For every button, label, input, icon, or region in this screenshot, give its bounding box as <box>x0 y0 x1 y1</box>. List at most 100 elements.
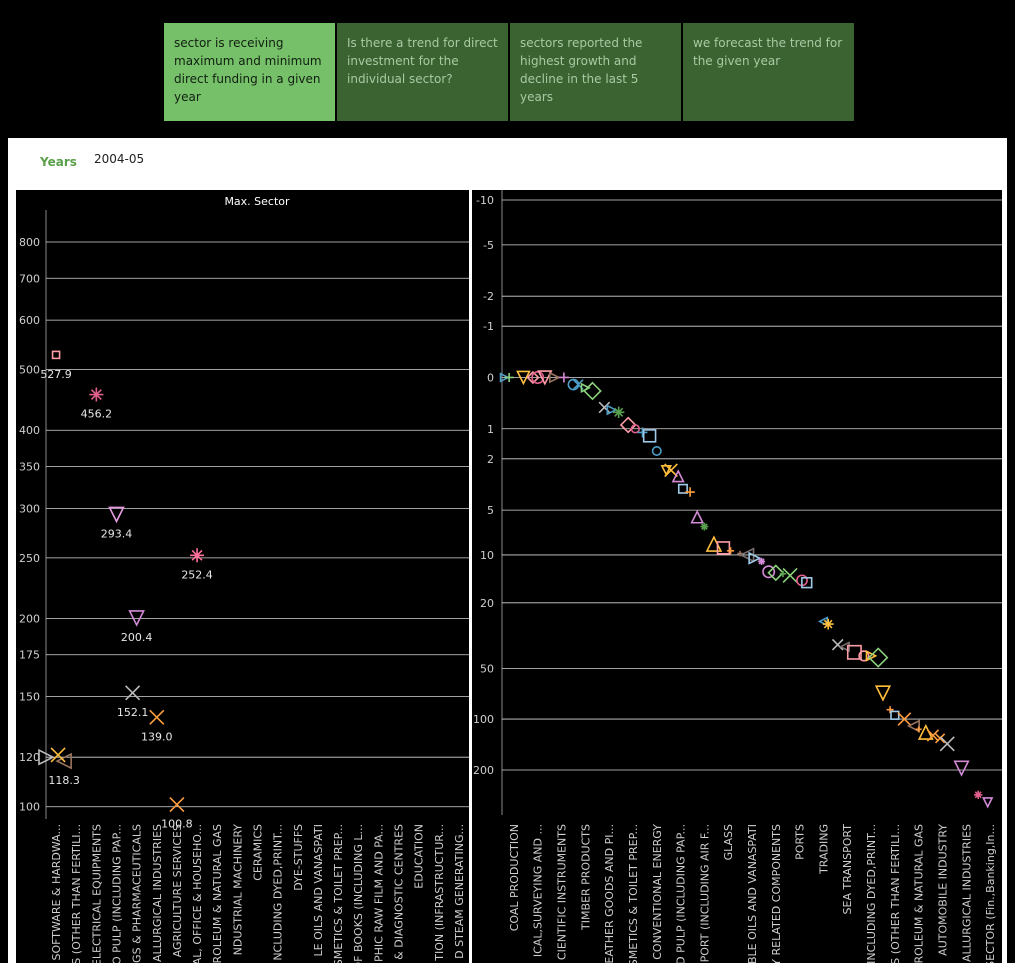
data-point <box>727 547 735 555</box>
max-sector-chart: Max. Sector 100 120 150 175 200 250 300 350 400 50… <box>16 190 469 963</box>
y-tick-label: 1 <box>487 423 494 436</box>
category-label: BLE OILS AND VANASPATI <box>746 824 759 963</box>
data-point <box>606 404 618 416</box>
category-label: ELECTRICAL EQUIPMENTS <box>90 824 103 963</box>
category-label: ICAL,SURVEYING AND ... <box>532 824 545 957</box>
data-point <box>831 638 844 651</box>
data-label: 200.4 <box>121 631 153 644</box>
category-label: PORTS <box>794 824 807 860</box>
category-label: GLASS <box>722 824 735 860</box>
category-label: DYE-STUFFS <box>292 824 305 891</box>
data-point <box>664 463 678 478</box>
category-label: TION (INFRASTRUCTUR... <box>433 824 446 962</box>
category-label: CIENTIFIC INSTRUMENTS <box>556 824 569 960</box>
data-point <box>499 372 511 383</box>
data-label: 293.4 <box>101 527 133 540</box>
category-label: PHIC RAW FILM AND PA... <box>372 824 385 962</box>
data-point <box>973 790 983 799</box>
category-label: S (OTHER THAN FERTILI... <box>889 824 902 963</box>
category-label: ALLURGICAL INDUSTRIES <box>960 824 973 962</box>
data-point <box>926 729 940 742</box>
y-tick-label: 2 <box>487 453 494 466</box>
y-tick-label: 600 <box>19 314 40 327</box>
data-point <box>612 406 625 418</box>
category-label: AL, OFFICE & HOUSEHO... <box>191 824 204 963</box>
data-point <box>660 465 672 477</box>
tab-forecast[interactable]: we forecast the trend for the given year <box>683 23 854 121</box>
y-tick-label: -5 <box>483 239 494 252</box>
category-label: SECTOR (Fin.,Banking,In... <box>984 824 997 963</box>
tab-growth-decline[interactable]: sectors reported the highest growth and … <box>510 23 681 121</box>
data-point <box>149 709 165 725</box>
y-tick-label: -1 <box>483 320 494 333</box>
years-filter-value[interactable]: 2004-05 <box>94 152 145 166</box>
data-point <box>874 685 892 702</box>
data-point <box>531 370 545 384</box>
years-filter-label: Years <box>40 155 77 169</box>
y-tick-label: 120 <box>19 751 40 764</box>
category-label: AUTOMOBILE INDUSTRY <box>936 824 949 956</box>
data-point <box>128 610 145 627</box>
data-point <box>779 570 787 578</box>
y-tick-label: 100 <box>19 801 40 814</box>
category-label: CERAMICS <box>252 824 265 881</box>
y-tick-label: 20 <box>480 597 494 610</box>
data-point <box>50 747 66 763</box>
category-label: COAL PRODUCTION <box>508 824 521 931</box>
category-label: CONVENTIONAL ENERGY <box>651 824 664 960</box>
data-point <box>685 487 695 497</box>
category-label: ROLEUM & NATURAL GAS <box>913 824 926 963</box>
data-point <box>677 483 688 494</box>
data-point <box>38 748 55 766</box>
data-point <box>838 641 850 653</box>
data-point <box>567 378 580 391</box>
y-tick-label: 100 <box>473 713 494 726</box>
y-tick-label: 400 <box>19 424 40 437</box>
y-tick-label: 175 <box>19 649 40 662</box>
data-point <box>906 719 920 733</box>
data-point <box>583 381 602 401</box>
data-label: 527.9 <box>40 368 72 381</box>
data-label: 118.3 <box>48 774 80 787</box>
data-point <box>762 565 776 579</box>
data-point <box>858 650 870 662</box>
data-point <box>55 752 72 770</box>
category-label: EDUCATION <box>413 824 426 889</box>
category-label: AGRICULTURE SERVICES <box>171 824 184 957</box>
category-label: EATHER GOODS AND PI... <box>603 824 616 963</box>
tab-max-min-funding[interactable]: sector is receiving maximum and minimum … <box>164 23 335 121</box>
category-label: & DIAGNOSTIC CENTRES <box>393 824 406 960</box>
data-point <box>619 416 637 434</box>
tab-investment-trend[interactable]: Is there a trend for direct investment f… <box>337 23 508 121</box>
data-label: 139.0 <box>141 730 173 743</box>
chart-title: Max. Sector <box>224 195 290 208</box>
data-point <box>671 469 685 483</box>
category-label: GS & PHARMACEUTICALS <box>131 824 144 963</box>
category-label: ALLURGICAL INDUSTRIES <box>151 824 164 962</box>
data-point <box>630 424 641 434</box>
data-point <box>886 706 894 714</box>
data-point <box>558 372 569 383</box>
data-point <box>504 372 514 382</box>
category-label: OF BOOKS (INCLUDING L... <box>352 824 365 963</box>
data-point <box>537 370 553 386</box>
y-tick-label: 300 <box>19 502 40 515</box>
y-tick-label: -2 <box>483 290 494 303</box>
data-point <box>637 427 648 438</box>
sector-trend-chart: -10 -5 -2 -1 0 1 2 5 10 20 50 100 200 COAL PRODUCTION… <box>472 190 1002 963</box>
category-label: LE OILS AND VANASPATI <box>312 824 325 956</box>
data-point <box>169 796 185 813</box>
category-label: S (OTHER THAN FERTILI... <box>70 824 83 963</box>
category-label: ROLEUM & NATURAL GAS <box>211 824 224 963</box>
y-tick-label: -10 <box>476 194 494 207</box>
category-label: SMETICS & TOILET PREP... <box>627 824 640 963</box>
category-label: SOFTWARE & HARDWA... <box>50 824 63 960</box>
data-point <box>801 576 813 589</box>
y-tick-label: 5 <box>487 504 494 517</box>
data-point <box>867 647 889 668</box>
data-point <box>690 509 705 524</box>
max-sector-plot: Max. Sector 100 120 150 175 200 250 300 350 400 50… <box>19 195 469 963</box>
data-point <box>757 557 766 565</box>
y-tick-label: 200 <box>19 612 40 625</box>
